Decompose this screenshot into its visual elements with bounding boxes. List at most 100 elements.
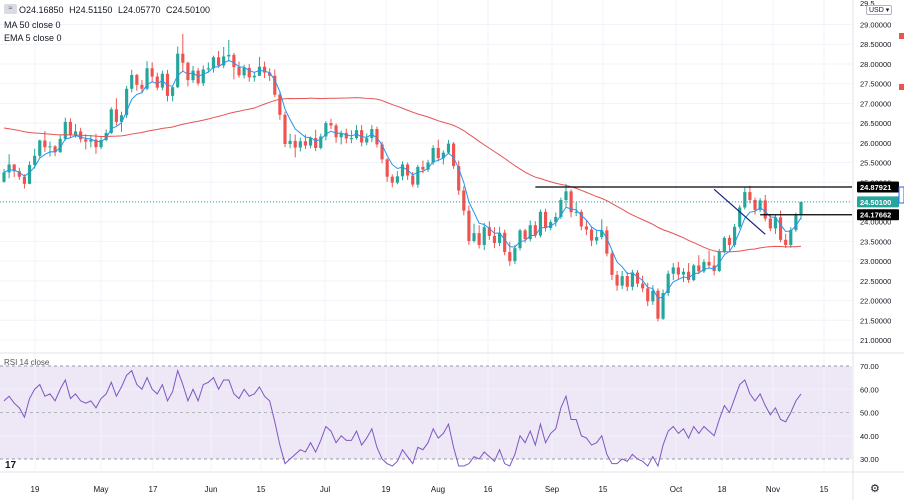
candle-body xyxy=(17,171,21,177)
alert-marker xyxy=(899,33,904,39)
candle-body xyxy=(579,211,583,227)
candle-body xyxy=(273,75,277,95)
candle-body xyxy=(308,138,313,146)
x-tick-label: 15 xyxy=(820,485,829,494)
candle-body xyxy=(334,125,338,138)
x-tick-label: 17 xyxy=(149,485,158,494)
candle-body xyxy=(457,166,461,191)
candle-body xyxy=(165,73,170,96)
candle-body xyxy=(155,76,159,88)
candle-body xyxy=(119,115,124,122)
x-tick-label: 19 xyxy=(31,485,40,494)
candle-body xyxy=(232,54,236,68)
candle-body xyxy=(584,226,589,230)
y-tick-label: 26.50000 xyxy=(860,119,891,128)
candle-body xyxy=(635,272,640,284)
candle-body xyxy=(641,283,645,289)
candle-body xyxy=(395,176,399,183)
candle-body xyxy=(559,199,563,217)
candle-body xyxy=(589,229,594,241)
rsi-line xyxy=(3,368,802,468)
candle-body xyxy=(452,143,456,167)
candle-body xyxy=(293,140,297,148)
candle-body xyxy=(676,267,680,275)
y-tick-label: 27.00000 xyxy=(860,99,891,108)
candle-body xyxy=(763,200,767,219)
candle-body xyxy=(329,123,333,126)
candle-body xyxy=(446,143,451,153)
candle-body xyxy=(687,271,691,281)
candle-body xyxy=(656,290,660,319)
indicator-ma50-label[interactable]: MA 50 close 0 xyxy=(4,20,61,30)
candle-body xyxy=(569,191,573,213)
x-tick-label: May xyxy=(93,485,108,494)
y-tick-label: 27.50000 xyxy=(860,80,891,89)
candle-body xyxy=(365,138,369,143)
y-tick-label: 23.50000 xyxy=(860,237,891,246)
indicator-ema5-label[interactable]: EMA 5 close 0 xyxy=(4,33,62,43)
candle-body xyxy=(748,192,752,200)
candle-body xyxy=(738,207,742,227)
candle-body xyxy=(753,199,757,210)
candle-body xyxy=(681,271,686,275)
rsi-tick-label: 70.00 xyxy=(860,362,879,371)
candle-body xyxy=(196,70,200,84)
candle-body xyxy=(380,144,384,160)
candle-body xyxy=(63,121,67,139)
candle-body xyxy=(145,68,149,89)
candle-body xyxy=(543,211,548,228)
candle-body xyxy=(416,166,420,185)
candle-body xyxy=(191,70,195,81)
candle-body xyxy=(252,75,256,78)
candle-body xyxy=(697,265,701,272)
candle-body xyxy=(758,200,762,210)
candle-body xyxy=(789,229,793,245)
candle-body xyxy=(671,267,675,274)
y-tick-label-top: 29.5... xyxy=(860,0,881,8)
y-tick-label: 28.50000 xyxy=(860,40,891,49)
tradingview-logo[interactable]: 17 xyxy=(5,460,17,471)
symbol-badge[interactable]: ≈ xyxy=(4,4,17,14)
x-tick-label: Nov xyxy=(766,485,780,494)
candle-body xyxy=(247,67,251,78)
currency-selector[interactable]: USD ▾ xyxy=(866,5,893,15)
candle-body xyxy=(625,276,629,287)
ema5-line xyxy=(3,59,802,300)
x-tick-label: Sep xyxy=(545,485,560,494)
candle-body xyxy=(38,140,42,156)
candle-body xyxy=(181,53,185,63)
indicator-rsi-label[interactable]: RSI 14 close xyxy=(4,358,50,367)
candle-body xyxy=(135,74,139,85)
x-tick-label: Oct xyxy=(670,485,683,494)
candle-body xyxy=(176,53,180,88)
candle-body xyxy=(610,253,614,275)
candle-body xyxy=(125,88,129,116)
candle-body xyxy=(528,225,532,240)
x-tick-label: Jun xyxy=(205,485,218,494)
candle-body xyxy=(94,139,98,148)
price-tag-label: 24.17662 xyxy=(860,211,891,220)
ohlc-low: L24.05770 xyxy=(117,5,161,15)
scroll-marker xyxy=(898,186,904,204)
alert-marker xyxy=(899,84,904,90)
gear-icon[interactable]: ⚙ xyxy=(870,483,880,495)
rsi-tick-label: 50.00 xyxy=(860,409,879,418)
candle-body xyxy=(114,109,118,122)
candle-body xyxy=(262,66,267,73)
candle-body xyxy=(344,132,348,139)
candle-body xyxy=(549,222,553,228)
candle-body xyxy=(58,138,62,153)
ohlc-high: H24.51150 xyxy=(69,5,113,15)
x-tick-label: 16 xyxy=(484,485,493,494)
candle-body xyxy=(778,217,783,240)
candle-body xyxy=(53,146,57,153)
candle-body xyxy=(497,232,502,243)
candle-body xyxy=(784,239,788,245)
candle-body xyxy=(130,74,134,89)
candle-body xyxy=(513,248,517,262)
candle-body xyxy=(487,227,491,236)
candle-body xyxy=(651,290,655,302)
y-tick-label: 22.00000 xyxy=(860,297,891,306)
price-tag-bg xyxy=(857,209,899,221)
